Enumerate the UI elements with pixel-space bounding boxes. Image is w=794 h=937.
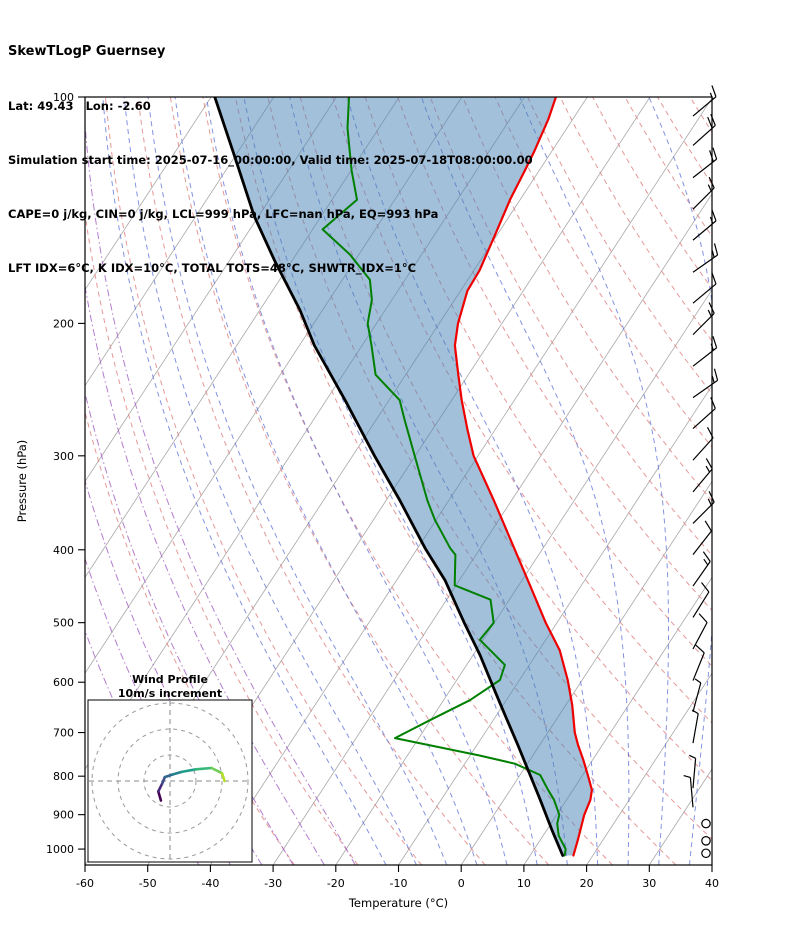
hodograph-subtitle: 10m/s increment [118,687,222,700]
hodograph-trace-segment [180,767,198,774]
hodograph-trace-segment [163,773,174,779]
hodograph-trace-segment [210,766,224,775]
wind-barb-staff [692,530,712,556]
y-tick-label: 700 [53,727,74,740]
x-tick-label: -50 [139,877,157,890]
wind-barb-staff [692,468,713,493]
hodograph-trace-segment [157,782,164,793]
temperature-curve [453,97,593,857]
wind-barb-staff [692,379,718,399]
y-axis-label: Pressure (hPa) [15,440,29,523]
calm-wind-circle [701,848,711,859]
hodograph-ring [143,754,197,808]
x-tick-label: -40 [201,877,219,890]
x-tick-label: 30 [642,877,656,890]
wind-barb-staff [692,312,715,336]
calm-wind-circle [701,835,711,846]
wind-barb-staff [692,682,702,713]
y-tick-label: 500 [53,617,74,630]
hodograph-trace-segment [171,770,183,776]
chart-header: SkewTLogP Guernsey Lat: 49.43 Lon: -2.60… [8,5,533,314]
wind-barb-staff [692,652,705,681]
wind-barb-staff [692,96,717,117]
calm-wind-circle [701,818,711,829]
hodograph-title: Wind Profile [132,673,208,686]
y-tick-label: 100 [53,91,74,104]
x-tick-label: 40 [705,877,719,890]
x-tick-label: -20 [327,877,345,890]
wind-barb-staff [692,408,716,430]
cin-shading [214,97,592,856]
hodograph-ring [91,702,249,860]
x-tick-label: -60 [76,877,94,890]
parcel-curve [213,97,565,857]
wind-barb-staff [692,283,717,304]
x-axis-label: Temperature (°C) [348,896,448,910]
chart-title: SkewTLogP Guernsey [8,44,166,59]
y-tick-label: 300 [53,450,74,463]
wind-barb-staff [692,220,717,241]
stability-line-2: LFT IDX=6°C, K IDX=10°C, TOTAL TOTS=48°C… [8,261,417,275]
y-tick-label: 400 [53,544,74,557]
wind-barb-staff [692,591,710,618]
x-tick-label: 0 [458,877,465,890]
hodograph-trace-segment [194,766,213,771]
wind-barb-staff [692,622,708,650]
wind-barbs [683,85,719,859]
y-tick-label: 900 [53,809,74,822]
x-tick-label: 20 [580,877,594,890]
y-tick-label: 600 [53,676,74,689]
wind-barb-staff [692,713,699,744]
wind-barb-staff [692,347,718,367]
hodograph-trace-segment [157,790,163,802]
sounding-curves [213,97,593,857]
stability-line-1: CAPE=0 j/kg, CIN=0 j/kg, LCL=999 hPa, LF… [8,207,439,221]
wind-barb-staff [692,501,715,524]
wind-barb-staff [692,124,716,146]
time-line: Simulation start time: 2025-07-16_00:00:… [8,153,533,167]
y-tick-label: 200 [53,317,74,330]
x-tick-label: 10 [517,877,531,890]
dewpoint-curve [321,97,567,857]
wind-barb-staff [692,437,714,461]
wind-barb-staff [692,158,718,179]
wind-barb-staff [692,187,715,210]
y-tick-label: 800 [53,770,74,783]
location-line: Lat: 49.43 Lon: -2.60 [8,99,151,113]
wind-barb-staff [692,758,697,789]
hodograph-trace-segment [220,771,226,783]
wind-barb-staff [689,777,694,808]
wind-barb-staff [692,561,711,587]
y-tick-label: 1000 [46,843,74,856]
wind-barb-staff [692,254,718,273]
x-tick-label: -30 [264,877,282,890]
x-tick-label: -10 [390,877,408,890]
hodograph-ring [117,728,223,834]
